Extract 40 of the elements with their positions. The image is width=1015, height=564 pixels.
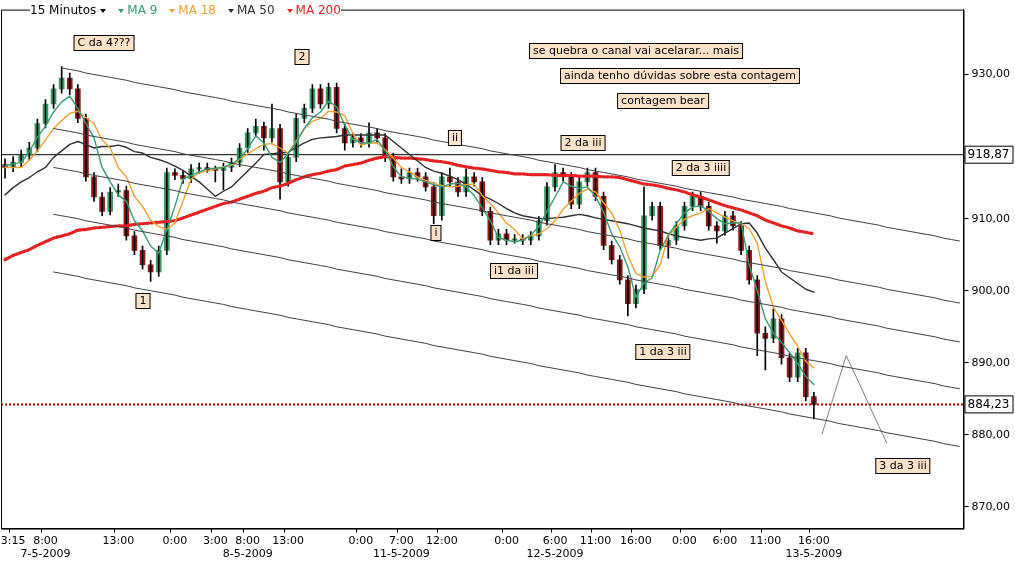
x-tick-label: 16:00 13-5-2009 [785, 534, 843, 561]
annotation: 1 da 3 iii [635, 344, 691, 360]
annotation: 3 da 3 iii [875, 458, 931, 474]
annotation: se quebra o canal vai acelarar... mais [529, 43, 743, 59]
x-tick-label: 0:00 [162, 534, 188, 548]
y-tick-label: 900,00 [971, 283, 1011, 297]
x-tick-label: 16:00 [620, 534, 652, 548]
y-tick-label: 930,00 [971, 67, 1011, 81]
x-tick-label: 13:00 [272, 534, 304, 548]
annotation: contagem bear [617, 93, 709, 109]
x-tick-label: 0:00 [494, 534, 519, 548]
x-tick-label: 0:00 [348, 534, 374, 548]
ref-line-label: 918,87 [967, 146, 1010, 161]
x-tick-label: 0:00 [672, 534, 697, 548]
y-tick-label: 910,00 [971, 211, 1011, 225]
annotation: ainda tenho dúvidas sobre esta contagem [559, 68, 801, 84]
x-tick-label: 12:00 [425, 534, 458, 548]
annotation: 1 [135, 293, 151, 309]
x-tick-label: 13:00 [102, 534, 135, 548]
chart-title: 15 Minutos [30, 3, 107, 17]
legend-label: MA 200 [295, 3, 341, 17]
legend-label: MA 50 [236, 3, 275, 17]
x-tick-label: 3:15 [0, 534, 26, 548]
annotation: i1 da iii [490, 263, 538, 279]
annotation: 2 da iii [560, 135, 606, 151]
y-tick-label: 890,00 [971, 355, 1011, 369]
annotation: C da 4??? [73, 35, 135, 51]
legend-label: MA 18 [178, 3, 216, 17]
annotation: i [430, 225, 442, 241]
x-tick-label: 6:00 [712, 534, 738, 548]
y-tick-label: 880,00 [971, 427, 1011, 441]
y-tick-label: 870,00 [971, 499, 1011, 513]
annotation: ii [447, 130, 463, 146]
x-tick-label: 3:00 [202, 534, 228, 548]
annotation: 2 da 3 iiii [671, 160, 731, 176]
x-tick-label: 11:00 [579, 534, 612, 548]
legend-label: MA 9 [127, 3, 158, 17]
ref-line-label: 884,23 [967, 396, 1010, 411]
annotation: 2 [294, 49, 310, 65]
x-tick-label: 11:00 [749, 534, 782, 548]
